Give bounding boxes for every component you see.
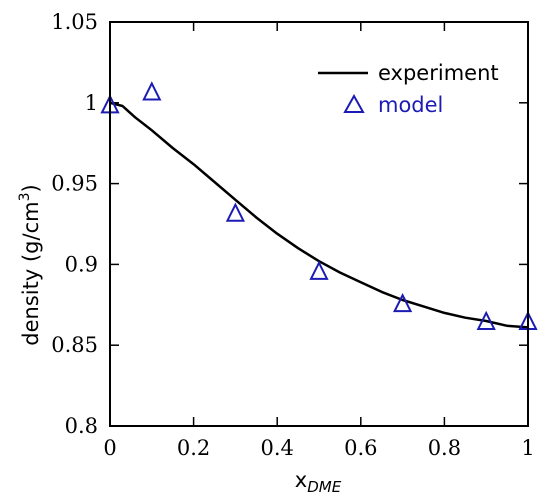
y-tick-label: 1.05 xyxy=(51,10,98,34)
model-point xyxy=(142,81,162,101)
model-point xyxy=(476,310,496,330)
model-point xyxy=(225,202,246,222)
x-tick-label: 0.2 xyxy=(177,436,210,460)
legend-model-label: model xyxy=(378,93,443,117)
legend-experiment-label: experiment xyxy=(378,61,499,85)
x-tick-label: 0.6 xyxy=(344,436,377,460)
y-axis-label: density (g/cm3) xyxy=(17,184,43,345)
legend-model-marker xyxy=(343,93,365,113)
y-axis-label-suffix: ) xyxy=(19,184,43,192)
x-tick-label: 1 xyxy=(521,436,534,460)
y-tick-label: 0.85 xyxy=(51,333,98,357)
x-axis-label-subscript: DME xyxy=(307,478,341,496)
y-tick-label: 0.9 xyxy=(65,252,98,276)
x-axis-label-main: x xyxy=(295,468,307,492)
x-tick-label: 0.4 xyxy=(260,436,293,460)
y-tick-label: 0.8 xyxy=(65,414,98,438)
model-point xyxy=(309,260,329,280)
y-tick-label: 1 xyxy=(85,91,98,115)
y-axis-label-main: density (g/cm xyxy=(19,201,43,345)
legend: experiment model xyxy=(318,61,499,117)
axis-tick-labels: 0 0.2 0.4 0.6 0.8 1 0.8 0.85 0.9 0.95 1 1.05 xyxy=(51,10,534,460)
experiment-line xyxy=(109,101,529,329)
x-tick-label: 0.8 xyxy=(428,436,461,460)
x-axis-label: xDME xyxy=(295,468,342,496)
plot-frame xyxy=(109,21,529,427)
y-tick-label: 0.95 xyxy=(51,172,98,196)
plot-marks xyxy=(100,81,538,330)
y-axis-label-superscript: 3 xyxy=(17,193,33,202)
x-tick-label: 0 xyxy=(103,436,116,460)
model-point xyxy=(392,292,413,313)
